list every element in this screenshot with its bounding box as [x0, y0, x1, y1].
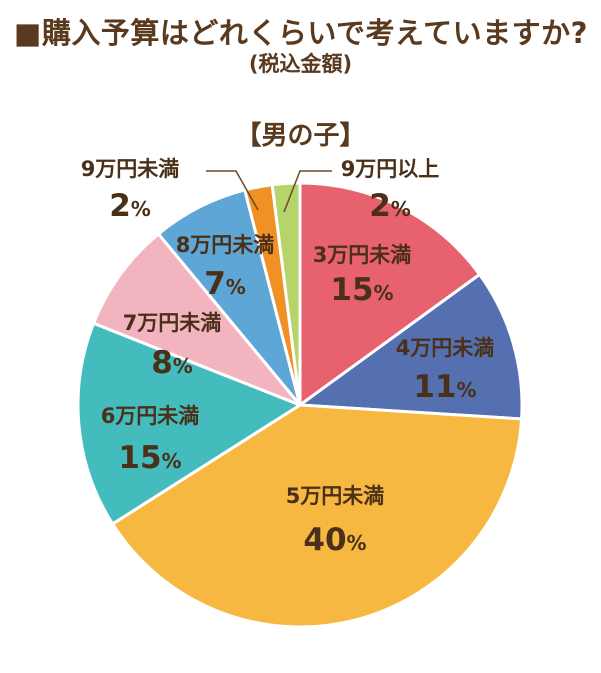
slice-value: 40% — [303, 522, 366, 558]
slice-label: 4万円未満 — [396, 336, 495, 360]
leader-lines — [206, 170, 332, 213]
slice-label: 3万円未満 — [313, 243, 412, 267]
slice-labels: 3万円未満 15% 4万円未満 11% 5万円未満 40% 6万円未満 15% 7万円未満 8% 8… — [81, 157, 495, 558]
pie-slice — [298, 273, 524, 421]
section-label: 【男の子】 — [235, 121, 366, 151]
slice-label: 9万円以上 — [341, 157, 440, 181]
chart-title: ■購入予算はどれくらいで考えていますか? — [14, 16, 588, 50]
pie-slice — [92, 232, 302, 407]
slice-value: 2% — [109, 188, 151, 224]
slice-value: 8% — [151, 345, 193, 381]
slice-value: 7% — [204, 266, 246, 302]
pie-slices — [76, 181, 524, 629]
slice-label: 5万円未満 — [286, 484, 385, 508]
slice-label: 7万円未満 — [123, 311, 222, 335]
slice-value: 11% — [413, 369, 476, 405]
leader-line — [206, 170, 259, 211]
slice-label: 8万円未満 — [176, 233, 275, 257]
chart-subtitle: (税込金額) — [248, 52, 353, 76]
pie-slice — [270, 181, 302, 407]
pie-slice — [298, 181, 482, 407]
pie-slice — [76, 321, 302, 526]
slice-value: 2% — [369, 188, 411, 224]
slice-value: 15% — [330, 272, 393, 308]
slice-label: 6万円未満 — [101, 404, 200, 428]
leader-line — [283, 170, 332, 213]
slice-value: 15% — [118, 440, 181, 476]
slice-label: 9万円未満 — [81, 157, 180, 181]
